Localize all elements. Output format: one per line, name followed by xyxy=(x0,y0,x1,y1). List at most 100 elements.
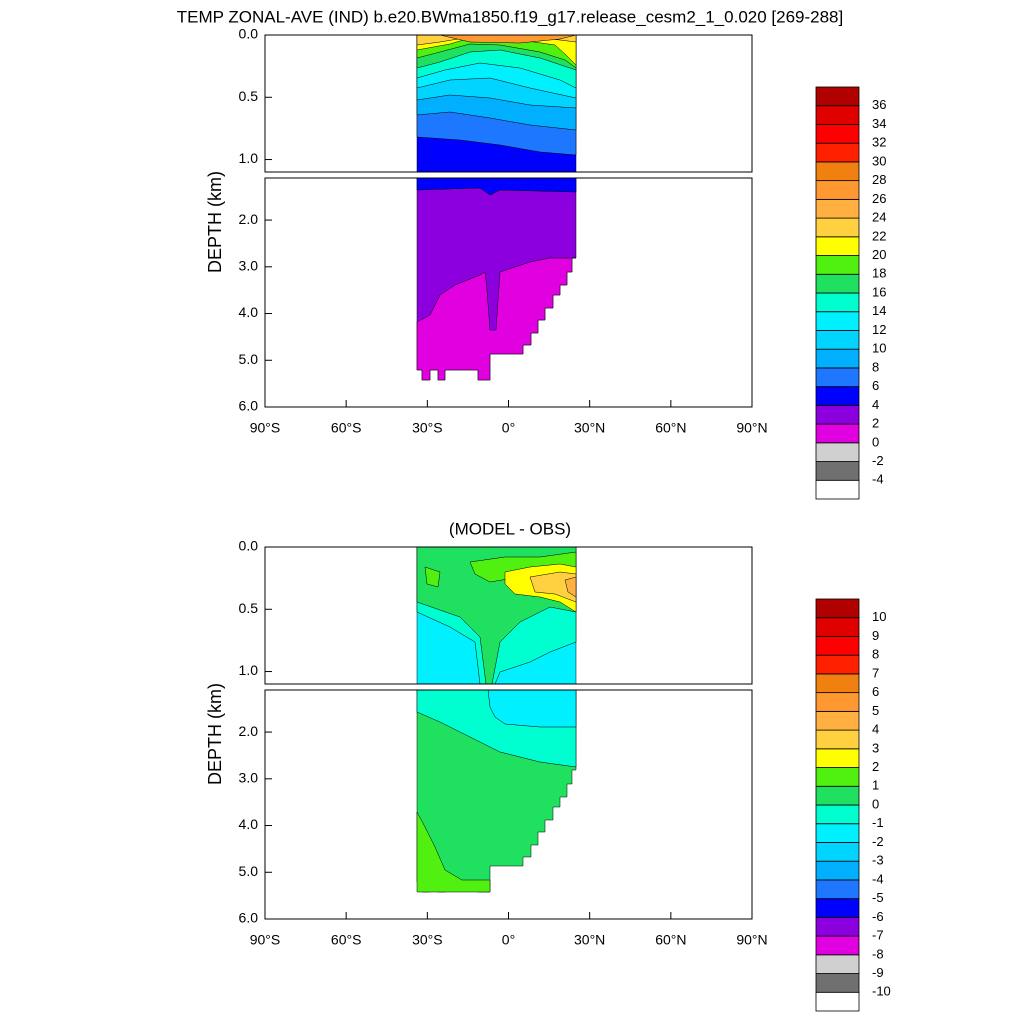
colorbar-box xyxy=(815,330,860,350)
colorbar-box xyxy=(815,461,860,481)
colorbar-box xyxy=(815,236,860,256)
chart-panel: TEMP ZONAL-AVE (IND) b.e20.BWma1850.f19_… xyxy=(177,7,886,500)
x-tick-label: 0° xyxy=(502,932,515,948)
x-tick-label: 60°N xyxy=(655,420,686,436)
colorbar-box xyxy=(815,479,860,500)
colorbar-label: 2 xyxy=(872,416,879,431)
colorbar-box xyxy=(815,273,860,294)
colorbar-box xyxy=(815,348,860,369)
colorbar-box xyxy=(815,823,860,843)
contour-region xyxy=(416,257,576,381)
colorbar-label: -7 xyxy=(872,928,884,943)
contour-region xyxy=(416,811,491,893)
colorbar-box xyxy=(815,654,860,675)
x-tick-label: 0° xyxy=(502,420,515,436)
colorbar-box xyxy=(815,935,860,956)
y-tick-label: 2.0 xyxy=(239,211,259,227)
colorbar-label: 22 xyxy=(872,228,886,243)
colorbar-label: -6 xyxy=(872,909,884,924)
colorbar-box xyxy=(815,217,860,238)
colorbar-label: -8 xyxy=(872,946,884,961)
colorbar-label: -2 xyxy=(872,453,884,468)
colorbar-box xyxy=(815,729,860,750)
colorbar-label: 8 xyxy=(872,359,879,374)
colorbar-box xyxy=(815,973,860,993)
y-tick-label: 2.0 xyxy=(239,723,259,739)
colorbar-label: 32 xyxy=(872,135,886,150)
colorbar-label: -2 xyxy=(872,834,884,849)
colorbar-box xyxy=(815,423,860,444)
colorbar-box xyxy=(815,255,860,275)
y-tick-label: 3.0 xyxy=(239,769,259,785)
colorbar-box xyxy=(815,367,860,388)
colorbar-box xyxy=(815,105,860,125)
colorbar-label: 10 xyxy=(872,341,886,356)
colorbar-box xyxy=(815,161,860,182)
colorbar-box xyxy=(815,692,860,712)
x-tick-label: 90°S xyxy=(250,420,281,436)
colorbar-box xyxy=(815,954,860,974)
colorbar-box xyxy=(815,804,860,825)
colorbar-box xyxy=(815,673,860,694)
colorbar-label: 14 xyxy=(872,303,886,318)
chart-panel: (MODEL - OBS) DEPTH (km) 90°S 60°S 30°S 0° 30°… xyxy=(205,519,891,1012)
colorbar-label: 3 xyxy=(872,740,879,755)
colorbar-label: 2 xyxy=(872,759,879,774)
chart-title: (MODEL - OBS) xyxy=(449,519,571,538)
colorbar-label: -5 xyxy=(872,890,884,905)
colorbar-box xyxy=(815,617,860,637)
colorbar-label: -4 xyxy=(872,472,884,487)
y-tick-label: 3.0 xyxy=(239,257,259,273)
colorbar-label: 26 xyxy=(872,191,886,206)
colorbar-box xyxy=(815,311,860,331)
y-tick-label: 0.0 xyxy=(239,26,259,42)
colorbar-label: 8 xyxy=(872,647,879,662)
colorbar-box xyxy=(815,710,860,731)
colorbar-label: 36 xyxy=(872,97,886,112)
colorbar-label: -1 xyxy=(872,815,884,830)
colorbar-label: 12 xyxy=(872,322,886,337)
colorbar-label: 4 xyxy=(872,397,879,412)
colorbar-label: 34 xyxy=(872,116,886,131)
y-tick-label: 4.0 xyxy=(239,816,259,832)
colorbar-label: 0 xyxy=(872,796,879,811)
colorbar-box xyxy=(815,386,860,406)
colorbar-label: -3 xyxy=(872,853,884,868)
y-tick-label: 1.0 xyxy=(239,662,259,678)
colorbar-label: 6 xyxy=(872,378,879,393)
colorbar-box xyxy=(815,916,860,937)
y-tick-label: 6.0 xyxy=(239,910,259,926)
colorbar-label: 6 xyxy=(872,684,879,699)
colorbar-label: 16 xyxy=(872,284,886,299)
colorbar-box xyxy=(815,598,860,619)
x-tick-label: 30°S xyxy=(412,932,443,948)
colorbar-box xyxy=(815,124,860,144)
colorbar-box xyxy=(815,785,860,806)
colorbar-box xyxy=(815,180,860,200)
x-tick-label: 60°S xyxy=(331,932,362,948)
y-tick-label: 0.0 xyxy=(239,538,259,554)
colorbar-label: 0 xyxy=(872,434,879,449)
y-tick-label: 5.0 xyxy=(239,351,259,367)
colorbar-box xyxy=(815,142,860,163)
colorbar-label: -9 xyxy=(872,965,884,980)
y-tick-label: 0.5 xyxy=(239,88,259,104)
colorbar-box xyxy=(815,442,860,462)
plot-frame xyxy=(264,34,753,173)
colorbar-label: 4 xyxy=(872,722,879,737)
plot-frame xyxy=(264,546,753,685)
colorbar-label: 28 xyxy=(872,172,886,187)
colorbar-box xyxy=(815,636,860,656)
colorbar-box xyxy=(815,842,860,862)
y-axis-label: DEPTH (km) xyxy=(205,683,225,785)
contour-region xyxy=(487,689,577,728)
x-tick-label: 90°N xyxy=(736,420,767,436)
colorbar-label: -4 xyxy=(872,871,884,886)
colorbar-label: -10 xyxy=(872,984,891,999)
colorbar-box xyxy=(815,292,860,313)
colorbar-label: 5 xyxy=(872,703,879,718)
x-tick-label: 30°N xyxy=(574,932,605,948)
x-tick-label: 90°N xyxy=(736,932,767,948)
colorbar-box xyxy=(815,86,860,107)
